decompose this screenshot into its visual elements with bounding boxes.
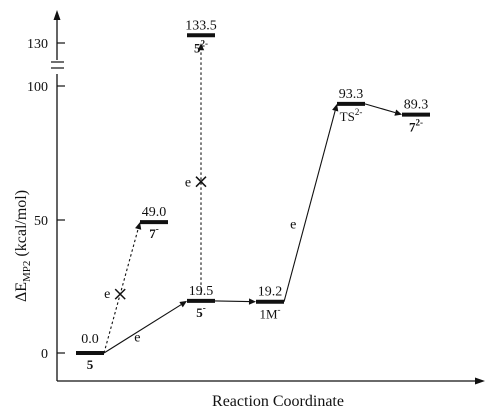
reaction-path-line [214,300,250,303]
species-label: 5- [196,303,206,320]
electron-label: e [185,176,191,191]
energy-value-label: 49.0 [142,205,167,220]
reaction-path-arrowhead [135,222,142,230]
species-name: 5 [196,305,203,320]
species-name: 7 [409,120,416,135]
electron-label: e [134,331,140,346]
species-name: TS [340,109,355,124]
electron-label: e [104,287,110,302]
species-charge: 2- [355,107,363,117]
connections: e e e e [103,43,402,354]
reaction-path-line [103,228,139,354]
axes [51,10,485,385]
species-name: 5 [87,357,94,372]
species-name: 5 [194,40,201,55]
y-ticks: 0 50 100 130 [27,37,65,362]
x-axis-arrowhead [475,377,485,385]
reaction-path-arrowhead [332,103,339,112]
species-charge: - [278,305,281,315]
y-tick-label: 50 [34,214,48,229]
species-charge: 2- [201,38,209,48]
energy-value-label: 19.2 [258,285,283,300]
reaction-path-arrowhead [248,298,256,305]
reaction-path-line [103,304,182,354]
energy-value-label: 133.5 [185,18,217,33]
forbidden-cross-mark [114,288,126,300]
axis-titles: Reaction Coordinate ΔEMP2 (kcal/mol) [13,190,344,410]
reaction-path-line [283,110,336,302]
species-label: 7- [149,224,159,241]
species-name: 1M [259,307,278,322]
y-axis-title-subscript: MP2 [21,261,33,282]
y-axis-title-unit: (kcal/mol) [13,190,30,257]
energy-value-label: 0.0 [81,332,99,347]
species-charge: 2- [416,118,424,128]
species-label: 1M- [259,305,280,322]
y-tick-label: 130 [27,37,48,52]
y-axis-title-main: ΔE [13,282,30,302]
reaction-path-line [364,103,396,114]
electron-label: e [290,218,296,233]
y-tick-label: 0 [41,347,48,362]
species-name: 7 [149,226,156,241]
species-label: TS2- [340,107,363,124]
y-tick-label: 100 [27,80,48,95]
reaction-path-arrowhead [394,109,402,116]
reaction-path-arrowhead [197,43,205,51]
y-axis-arrowhead [53,10,61,20]
reaction-path-arrowhead [179,300,187,308]
forbidden-cross-mark [195,176,207,188]
species-label: 72- [409,118,423,135]
species-label: 5 [87,357,94,372]
species-label: 52- [194,38,208,55]
species-charge: - [203,303,206,313]
y-axis-title: ΔEMP2 (kcal/mol) [13,190,33,302]
species-charge: - [156,224,159,234]
x-axis-title: Reaction Coordinate [212,393,344,410]
energy-value-label: 19.5 [189,284,214,299]
energy-value-label: 89.3 [404,98,429,113]
energy-value-label: 93.3 [339,87,364,102]
